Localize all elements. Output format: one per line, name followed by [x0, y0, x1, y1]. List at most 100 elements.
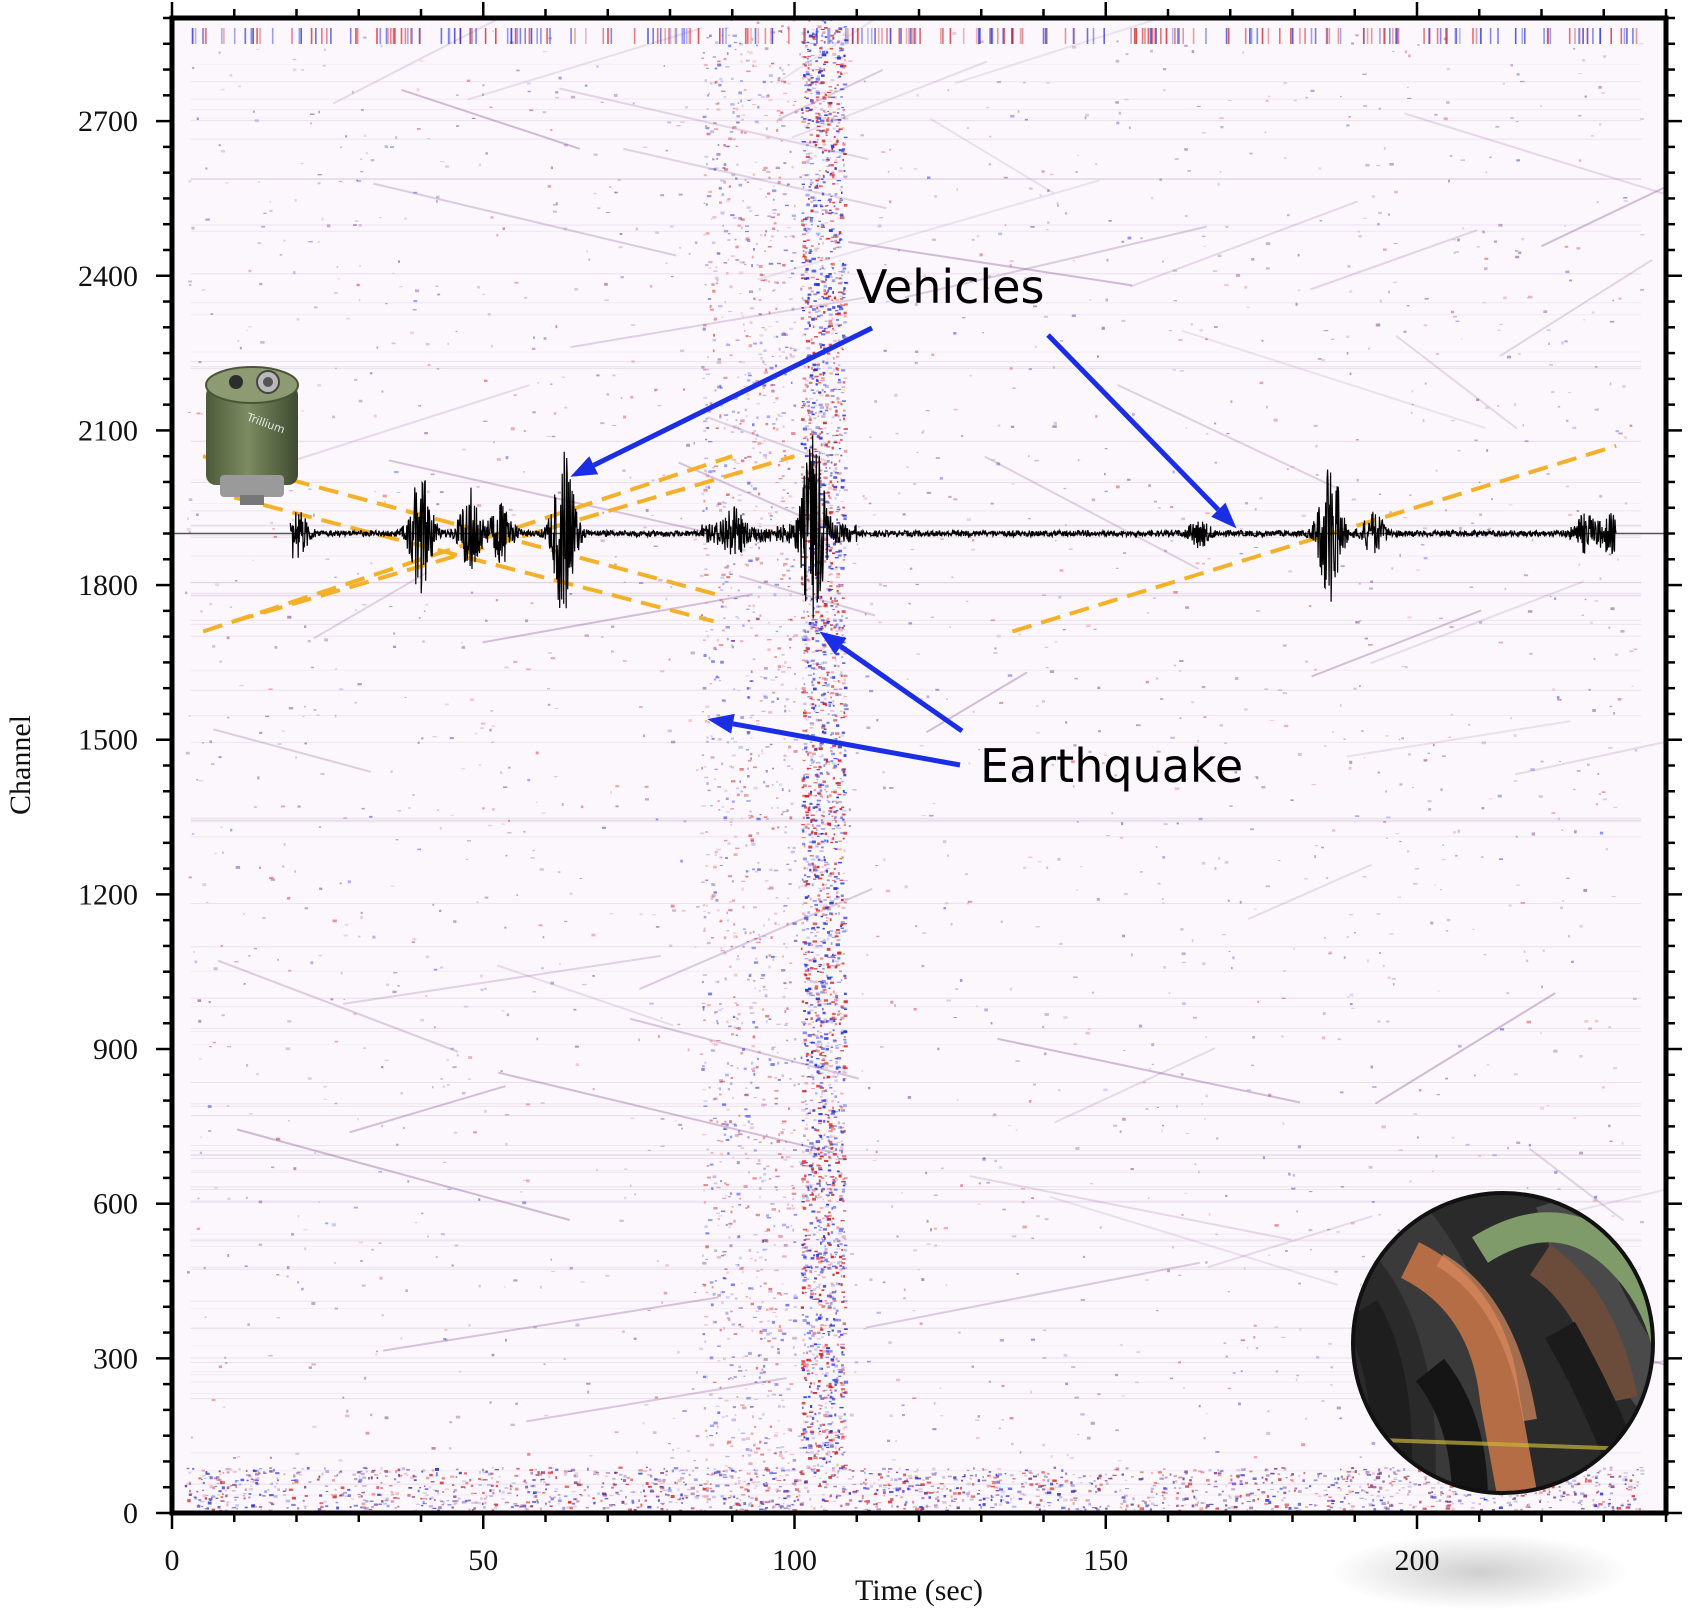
heatmap-speckle — [744, 931, 747, 935]
heatmap-speckle — [807, 411, 810, 415]
heatmap-speckle — [340, 971, 343, 975]
heatmap-speckle — [825, 130, 828, 134]
heatmap-speckle — [951, 576, 954, 579]
heatmap-speckle — [781, 351, 785, 353]
heatmap-speckle — [728, 571, 731, 574]
heatmap-speckle — [188, 498, 193, 501]
heatmap-speckle — [1288, 1172, 1291, 1176]
heatmap-speckle — [1274, 1224, 1279, 1227]
heatmap-speckle — [1168, 330, 1173, 332]
heatmap-speckle — [808, 189, 812, 191]
heatmap-speckle — [824, 320, 828, 322]
heatmap-speckle — [746, 731, 751, 734]
heatmap-speckle — [780, 140, 783, 142]
heatmap-speckle — [811, 1188, 816, 1192]
heatmap-speckle — [838, 1375, 842, 1377]
heatmap-speckle — [827, 801, 831, 803]
heatmap-speckle — [703, 499, 706, 503]
heatmap-speckle — [767, 648, 771, 652]
heatmap-speckle — [759, 614, 762, 617]
heatmap-speckle — [1497, 329, 1501, 331]
heatmap-speckle — [733, 688, 736, 691]
heatmap-speckle — [775, 482, 779, 484]
heatmap-speckle — [742, 200, 744, 202]
heatmap-speckle — [758, 1195, 762, 1199]
heatmap-speckle — [211, 763, 215, 765]
heatmap-speckle — [776, 1479, 782, 1481]
heatmap-speckle — [804, 1117, 809, 1119]
heatmap-speckle — [736, 1192, 741, 1196]
heatmap-speckle — [1072, 785, 1075, 788]
heatmap-speckle — [242, 913, 245, 915]
heatmap-speckle — [821, 330, 826, 332]
heatmap-speckle — [818, 1168, 823, 1171]
heatmap-speckle — [717, 502, 722, 506]
heatmap-speckle — [849, 1413, 854, 1417]
heatmap-speckle — [1180, 928, 1184, 931]
heatmap-speckle — [888, 1341, 892, 1345]
heatmap-speckle — [751, 38, 754, 41]
heatmap-speckle — [810, 200, 814, 203]
heatmap-speckle — [784, 1024, 788, 1026]
heatmap-speckle — [770, 1499, 773, 1503]
heatmap-speckle — [820, 1051, 825, 1054]
heatmap-speckle — [788, 745, 791, 749]
heatmap-speckle — [811, 29, 816, 31]
heatmap-speckle — [1262, 1156, 1265, 1160]
heatmap-speckle — [1068, 548, 1073, 550]
heatmap-speckle — [768, 1018, 772, 1020]
heatmap-speckle — [323, 48, 326, 51]
heatmap-speckle — [758, 933, 760, 936]
heatmap-speckle — [718, 1215, 723, 1217]
heatmap-speckle — [840, 615, 844, 618]
heatmap-speckle — [1377, 1020, 1381, 1023]
heatmap-speckle — [198, 1019, 202, 1023]
heatmap-speckle — [1194, 744, 1199, 746]
heatmap-speckle — [878, 217, 884, 219]
heatmap-speckle — [817, 1000, 820, 1004]
heatmap-speckle — [766, 415, 771, 419]
heatmap-speckle — [837, 763, 840, 766]
heatmap-speckle — [787, 619, 792, 621]
heatmap-speckle — [806, 450, 809, 453]
heatmap-speckle — [806, 1180, 810, 1184]
heatmap-speckle — [756, 941, 761, 944]
heatmap-speckle — [835, 1066, 839, 1070]
heatmap-speckle — [561, 376, 565, 378]
heatmap-speckle — [694, 241, 698, 245]
heatmap-speckle — [841, 1190, 845, 1193]
heatmap-speckle — [730, 1436, 736, 1439]
heatmap-speckle — [740, 1404, 745, 1406]
heatmap-speckle — [816, 435, 820, 439]
heatmap-speckle — [805, 750, 808, 753]
heatmap-speckle — [848, 825, 851, 828]
heatmap-speckle — [794, 860, 797, 863]
heatmap-speckle — [781, 496, 784, 499]
heatmap-speckle — [841, 369, 846, 372]
heatmap-speckle — [821, 841, 826, 844]
heatmap-speckle — [452, 1066, 457, 1069]
heatmap-speckle — [737, 428, 742, 430]
heatmap-speckle — [1028, 1100, 1032, 1103]
heatmap-speckle — [1162, 68, 1167, 71]
heatmap-speckle — [703, 396, 708, 399]
heatmap-speckle — [826, 1136, 830, 1139]
heatmap-speckle — [720, 950, 725, 952]
heatmap-speckle — [710, 735, 713, 738]
heatmap-speckle — [317, 182, 321, 185]
heatmap-speckle — [839, 198, 842, 200]
heatmap-speckle — [808, 833, 812, 836]
heatmap-speckle — [875, 1150, 878, 1154]
heatmap-speckle — [1457, 829, 1460, 833]
heatmap-speckle — [1328, 953, 1332, 955]
heatmap-speckle — [719, 1140, 724, 1143]
heatmap-speckle — [723, 414, 729, 416]
heatmap-speckle — [702, 377, 706, 379]
heatmap-speckle — [735, 1264, 738, 1266]
heatmap-speckle — [1455, 251, 1460, 253]
heatmap-speckle — [715, 427, 719, 430]
heatmap-speckle — [725, 66, 730, 68]
heatmap-speckle — [840, 48, 845, 51]
heatmap-speckle — [778, 1235, 783, 1238]
heatmap-speckle — [781, 1399, 785, 1401]
